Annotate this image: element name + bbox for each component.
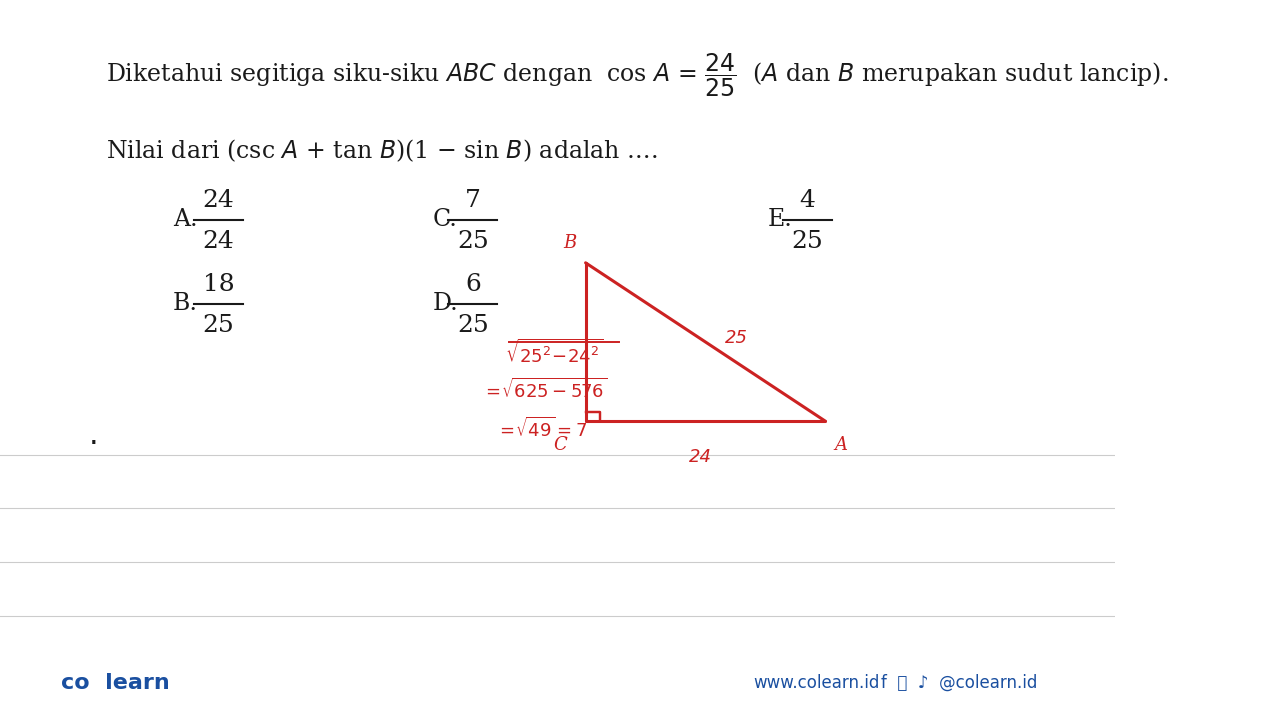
Text: B: B — [563, 234, 577, 252]
Text: 24: 24 — [689, 448, 712, 466]
Text: Diketahui segitiga siku-siku $ABC$ dengan  cos $A$ = $\dfrac{24}{25}$  ($A$ dan : Diketahui segitiga siku-siku $ABC$ denga… — [106, 52, 1169, 99]
Text: B.: B. — [173, 292, 198, 315]
Text: .: . — [90, 421, 99, 450]
Text: 24: 24 — [202, 189, 234, 212]
Text: 25: 25 — [791, 230, 823, 253]
Text: $\sqrt{25^2\!-\!24^2}$: $\sqrt{25^2\!-\!24^2}$ — [506, 338, 603, 367]
Text: 18: 18 — [202, 273, 234, 296]
Text: 6: 6 — [465, 273, 481, 296]
Text: 7: 7 — [465, 189, 481, 212]
Text: www.colearn.id: www.colearn.id — [753, 674, 879, 691]
Text: C.: C. — [433, 208, 458, 231]
Text: f  Ⓘ  ♪  @colearn.id: f Ⓘ ♪ @colearn.id — [881, 674, 1038, 691]
Text: 25: 25 — [202, 314, 234, 337]
Text: A.: A. — [173, 208, 197, 231]
Text: E.: E. — [768, 208, 792, 231]
Text: C: C — [553, 436, 567, 454]
Text: D.: D. — [433, 292, 458, 315]
Text: 25: 25 — [457, 314, 489, 337]
Text: A: A — [835, 436, 847, 454]
Text: co  learn: co learn — [61, 672, 170, 693]
Text: $=\!\sqrt{625-576}$: $=\!\sqrt{625-576}$ — [481, 378, 608, 402]
Text: Nilai dari (csc $A$ + tan $B$)(1 $-$ sin $B$) adalah ….: Nilai dari (csc $A$ + tan $B$)(1 $-$ sin… — [106, 138, 658, 164]
Text: 25: 25 — [457, 230, 489, 253]
Text: $=\!\sqrt{49} = 7$: $=\!\sqrt{49} = 7$ — [497, 416, 588, 441]
Text: 25: 25 — [724, 330, 748, 348]
Text: 4: 4 — [800, 189, 815, 212]
Text: 24: 24 — [202, 230, 234, 253]
